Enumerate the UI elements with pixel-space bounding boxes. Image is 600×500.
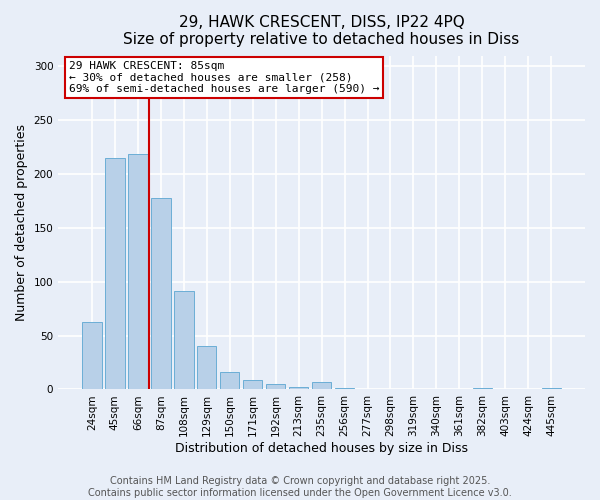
Bar xyxy=(197,346,217,390)
Bar xyxy=(243,380,262,390)
X-axis label: Distribution of detached houses by size in Diss: Distribution of detached houses by size … xyxy=(175,442,468,455)
Bar xyxy=(151,198,170,390)
Title: 29, HAWK CRESCENT, DISS, IP22 4PQ
Size of property relative to detached houses i: 29, HAWK CRESCENT, DISS, IP22 4PQ Size o… xyxy=(124,15,520,48)
Bar xyxy=(473,388,492,390)
Text: Contains HM Land Registry data © Crown copyright and database right 2025.
Contai: Contains HM Land Registry data © Crown c… xyxy=(88,476,512,498)
Bar xyxy=(289,388,308,390)
Bar xyxy=(105,158,125,390)
Bar xyxy=(542,388,561,390)
Bar xyxy=(220,372,239,390)
Text: 29 HAWK CRESCENT: 85sqm
← 30% of detached houses are smaller (258)
69% of semi-d: 29 HAWK CRESCENT: 85sqm ← 30% of detache… xyxy=(69,60,379,94)
Bar xyxy=(266,384,286,390)
Bar xyxy=(128,154,148,390)
Bar xyxy=(335,388,355,390)
Bar xyxy=(312,382,331,390)
Y-axis label: Number of detached properties: Number of detached properties xyxy=(15,124,28,321)
Bar xyxy=(82,322,101,390)
Bar xyxy=(174,292,194,390)
